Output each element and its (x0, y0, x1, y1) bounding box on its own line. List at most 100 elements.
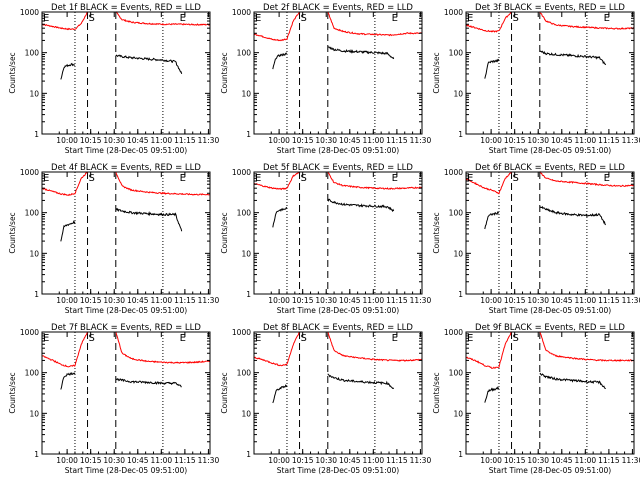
y-axis-label: Counts/sec (8, 372, 17, 413)
plot-frame (41, 11, 211, 135)
panel-7: Det 7f BLACK = Events, RED = LLD 1 10 100 10… (8, 323, 219, 475)
plot-frame (465, 331, 635, 455)
marker-label-e: E (392, 173, 398, 184)
x-tick-label: 10:45 (127, 456, 149, 465)
x-tick-label: 11:15 (174, 456, 196, 465)
marker-label-e: E (604, 333, 610, 344)
plot-frame (41, 171, 211, 295)
x-tick-label: 11:00 (363, 456, 385, 465)
x-tick-label: 10:15 (292, 136, 314, 145)
y-tick-label: 100 (25, 49, 40, 58)
series-line-lld-seg1 (42, 11, 88, 31)
x-axis-label: Start Time (28-Dec-05 09:51:00) (65, 146, 187, 155)
y-axis-label: Counts/sec (220, 212, 229, 253)
series-line-events-seg2 (115, 377, 182, 388)
series-line-events-seg1 (272, 206, 288, 228)
series-line-lld-seg1 (41, 171, 88, 196)
x-tick-label: 11:15 (386, 136, 408, 145)
series-line-lld-seg1 (465, 11, 512, 33)
y-axis-label: Counts/sec (432, 212, 441, 253)
x-tick-label: 11:30 (410, 296, 432, 305)
marker-label-e: E (467, 13, 473, 24)
x-tick-label: 11:30 (198, 296, 220, 305)
panel-title: Det 5f BLACK = Events, RED = LLD (263, 163, 413, 173)
y-tick-label: 10 (241, 409, 251, 418)
x-tick-label: 11:00 (151, 296, 173, 305)
y-tick-label: 1000 (20, 168, 39, 177)
marker-label-e: E (392, 333, 398, 344)
x-tick-label: 10:00 (56, 456, 78, 465)
x-tick-label: 11:30 (622, 136, 640, 145)
panel-1: Det 1f BLACK = Events, RED = LLD 1 10 100 10… (8, 3, 219, 155)
panel-title: Det 2f BLACK = Events, RED = LLD (263, 3, 413, 13)
series-line-events-seg1 (484, 211, 500, 230)
panel-title: Det 8f BLACK = Events, RED = LLD (263, 323, 413, 333)
x-tick-label: 10:45 (339, 456, 361, 465)
x-axis-label: Start Time (28-Dec-05 09:51:00) (489, 306, 611, 315)
x-axis-label: Start Time (28-Dec-05 09:51:00) (489, 146, 611, 155)
marker-label-s: S (89, 13, 95, 24)
x-tick-label: 10:00 (480, 136, 502, 145)
y-tick-label: 1 (34, 130, 39, 139)
series-line-events-seg2 (115, 207, 183, 232)
y-tick-label: 1000 (444, 8, 463, 17)
x-tick-label: 11:30 (410, 136, 432, 145)
marker-label-e: E (43, 173, 49, 184)
marker-label-s: S (513, 13, 519, 24)
x-tick-label: 10:45 (127, 296, 149, 305)
y-tick-label: 10 (29, 249, 39, 258)
x-tick-label: 11:15 (174, 296, 196, 305)
x-tick-label: 11:15 (598, 136, 620, 145)
marker-label-e: E (43, 13, 49, 24)
x-axis-label: Start Time (28-Dec-05 09:51:00) (65, 306, 187, 315)
x-tick-label: 10:30 (527, 456, 549, 465)
x-tick-label: 10:45 (551, 136, 573, 145)
x-axis-label: Start Time (28-Dec-05 09:51:00) (489, 466, 611, 475)
marker-label-s: S (513, 333, 519, 344)
y-axis-label: Counts/sec (220, 372, 229, 413)
y-axis-label: Counts/sec (8, 52, 17, 93)
y-tick-label: 1000 (20, 328, 39, 337)
y-tick-label: 1000 (232, 8, 251, 17)
marker-label-e: E (467, 333, 473, 344)
series-line-lld-seg1 (253, 331, 300, 367)
x-tick-label: 10:15 (80, 136, 102, 145)
x-tick-label: 10:00 (480, 456, 502, 465)
x-tick-label: 10:15 (504, 456, 526, 465)
marker-label-s: S (513, 173, 519, 184)
series-line-lld-seg2 (115, 331, 211, 365)
panel-9: Det 9f BLACK = Events, RED = LLD 1 10 100 10… (432, 323, 640, 475)
series-line-events-seg1 (60, 62, 76, 80)
series-line-events-seg1 (60, 220, 76, 242)
x-tick-label: 11:15 (386, 296, 408, 305)
series-line-lld-seg2 (327, 11, 423, 37)
x-tick-label: 11:15 (598, 296, 620, 305)
x-tick-label: 11:30 (198, 456, 220, 465)
x-axis-label: Start Time (28-Dec-05 09:51:00) (277, 146, 399, 155)
y-tick-label: 1000 (444, 168, 463, 177)
panel-title: Det 4f BLACK = Events, RED = LLD (51, 163, 201, 173)
y-tick-label: 100 (237, 209, 252, 218)
series-line-lld-seg2 (327, 171, 423, 190)
x-tick-label: 10:00 (268, 136, 290, 145)
series-line-events-seg2 (327, 45, 395, 60)
x-tick-label: 11:00 (575, 136, 597, 145)
y-axis-label: Counts/sec (432, 52, 441, 93)
y-tick-label: 1 (34, 290, 39, 299)
series-line-lld-seg1 (465, 331, 512, 369)
y-tick-label: 1 (458, 130, 463, 139)
series-line-lld-seg1 (41, 331, 88, 368)
series-line-events-seg2 (327, 198, 395, 213)
series-line-events-seg2 (539, 205, 607, 226)
x-tick-label: 11:00 (151, 136, 173, 145)
panel-title: Det 1f BLACK = Events, RED = LLD (51, 3, 201, 13)
series-line-lld-seg1 (253, 171, 300, 191)
series-line-lld-seg1 (253, 11, 300, 42)
y-tick-label: 10 (29, 409, 39, 418)
series-line-events-seg2 (115, 54, 183, 75)
x-tick-label: 10:45 (339, 296, 361, 305)
plot-frame (253, 171, 423, 295)
marker-label-e: E (604, 173, 610, 184)
x-tick-label: 10:45 (551, 456, 573, 465)
x-tick-label: 10:15 (292, 456, 314, 465)
